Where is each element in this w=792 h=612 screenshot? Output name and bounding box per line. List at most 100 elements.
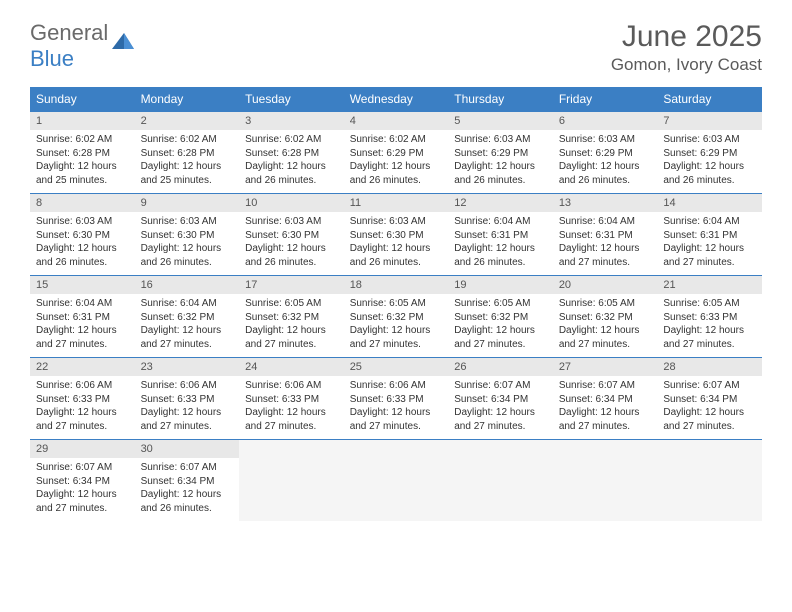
day-number: 21 xyxy=(657,276,762,294)
daylight-line: Daylight: 12 hours and 27 minutes. xyxy=(36,406,129,433)
day-cell: 20Sunrise: 6:05 AMSunset: 6:32 PMDayligh… xyxy=(553,275,658,357)
calendar-body: 1Sunrise: 6:02 AMSunset: 6:28 PMDaylight… xyxy=(30,111,762,521)
weekday-header: Saturday xyxy=(657,87,762,111)
sunset-line: Sunset: 6:28 PM xyxy=(245,147,338,161)
day-details: Sunrise: 6:04 AMSunset: 6:31 PMDaylight:… xyxy=(553,212,658,275)
day-number: 5 xyxy=(448,112,553,130)
calendar-cell: 26Sunrise: 6:07 AMSunset: 6:34 PMDayligh… xyxy=(448,357,553,439)
day-details: Sunrise: 6:03 AMSunset: 6:29 PMDaylight:… xyxy=(553,130,658,193)
calendar-cell: 27Sunrise: 6:07 AMSunset: 6:34 PMDayligh… xyxy=(553,357,658,439)
day-cell: 12Sunrise: 6:04 AMSunset: 6:31 PMDayligh… xyxy=(448,193,553,275)
calendar-week-row: 29Sunrise: 6:07 AMSunset: 6:34 PMDayligh… xyxy=(30,439,762,521)
daylight-line: Daylight: 12 hours and 25 minutes. xyxy=(36,160,129,187)
empty-day-number xyxy=(239,440,344,458)
calendar-cell: 9Sunrise: 6:03 AMSunset: 6:30 PMDaylight… xyxy=(135,193,240,275)
day-details: Sunrise: 6:07 AMSunset: 6:34 PMDaylight:… xyxy=(657,376,762,439)
day-cell: 13Sunrise: 6:04 AMSunset: 6:31 PMDayligh… xyxy=(553,193,658,275)
empty-cell xyxy=(448,439,553,521)
day-details: Sunrise: 6:04 AMSunset: 6:31 PMDaylight:… xyxy=(30,294,135,357)
daylight-line: Daylight: 12 hours and 26 minutes. xyxy=(350,160,443,187)
day-number: 8 xyxy=(30,194,135,212)
calendar-cell xyxy=(657,439,762,521)
day-number: 1 xyxy=(30,112,135,130)
daylight-line: Daylight: 12 hours and 27 minutes. xyxy=(559,242,652,269)
daylight-line: Daylight: 12 hours and 27 minutes. xyxy=(559,324,652,351)
sunrise-line: Sunrise: 6:03 AM xyxy=(454,133,547,147)
day-details: Sunrise: 6:05 AMSunset: 6:33 PMDaylight:… xyxy=(657,294,762,357)
calendar-cell xyxy=(344,439,449,521)
daylight-line: Daylight: 12 hours and 26 minutes. xyxy=(350,242,443,269)
sunset-line: Sunset: 6:30 PM xyxy=(141,229,234,243)
sunset-line: Sunset: 6:34 PM xyxy=(454,393,547,407)
calendar-cell xyxy=(448,439,553,521)
day-details: Sunrise: 6:06 AMSunset: 6:33 PMDaylight:… xyxy=(239,376,344,439)
day-number: 16 xyxy=(135,276,240,294)
day-details: Sunrise: 6:06 AMSunset: 6:33 PMDaylight:… xyxy=(135,376,240,439)
logo-word-general: General xyxy=(30,20,108,45)
empty-cell xyxy=(344,439,449,521)
sunset-line: Sunset: 6:30 PM xyxy=(36,229,129,243)
location-subtitle: Gomon, Ivory Coast xyxy=(611,55,762,75)
sunset-line: Sunset: 6:31 PM xyxy=(454,229,547,243)
sunrise-line: Sunrise: 6:04 AM xyxy=(141,297,234,311)
sunrise-line: Sunrise: 6:06 AM xyxy=(36,379,129,393)
day-details: Sunrise: 6:02 AMSunset: 6:28 PMDaylight:… xyxy=(239,130,344,193)
calendar-cell: 21Sunrise: 6:05 AMSunset: 6:33 PMDayligh… xyxy=(657,275,762,357)
sunset-line: Sunset: 6:32 PM xyxy=(559,311,652,325)
sunset-line: Sunset: 6:31 PM xyxy=(36,311,129,325)
daylight-line: Daylight: 12 hours and 27 minutes. xyxy=(350,406,443,433)
sunrise-line: Sunrise: 6:03 AM xyxy=(350,215,443,229)
sunset-line: Sunset: 6:29 PM xyxy=(663,147,756,161)
sunrise-line: Sunrise: 6:02 AM xyxy=(350,133,443,147)
calendar-cell: 13Sunrise: 6:04 AMSunset: 6:31 PMDayligh… xyxy=(553,193,658,275)
day-details: Sunrise: 6:03 AMSunset: 6:30 PMDaylight:… xyxy=(135,212,240,275)
sunrise-line: Sunrise: 6:07 AM xyxy=(141,461,234,475)
sunset-line: Sunset: 6:28 PM xyxy=(141,147,234,161)
daylight-line: Daylight: 12 hours and 27 minutes. xyxy=(454,406,547,433)
sunrise-line: Sunrise: 6:05 AM xyxy=(454,297,547,311)
day-details: Sunrise: 6:02 AMSunset: 6:28 PMDaylight:… xyxy=(30,130,135,193)
sunset-line: Sunset: 6:32 PM xyxy=(454,311,547,325)
day-details: Sunrise: 6:02 AMSunset: 6:28 PMDaylight:… xyxy=(135,130,240,193)
weekday-header: Wednesday xyxy=(344,87,449,111)
day-cell: 11Sunrise: 6:03 AMSunset: 6:30 PMDayligh… xyxy=(344,193,449,275)
day-cell: 5Sunrise: 6:03 AMSunset: 6:29 PMDaylight… xyxy=(448,111,553,193)
day-number: 23 xyxy=(135,358,240,376)
daylight-line: Daylight: 12 hours and 26 minutes. xyxy=(559,160,652,187)
day-cell: 14Sunrise: 6:04 AMSunset: 6:31 PMDayligh… xyxy=(657,193,762,275)
day-cell: 29Sunrise: 6:07 AMSunset: 6:34 PMDayligh… xyxy=(30,439,135,521)
day-number: 19 xyxy=(448,276,553,294)
day-number: 18 xyxy=(344,276,449,294)
page-header: General Blue June 2025 Gomon, Ivory Coas… xyxy=(30,20,762,75)
daylight-line: Daylight: 12 hours and 26 minutes. xyxy=(141,242,234,269)
day-number: 30 xyxy=(135,440,240,458)
day-cell: 6Sunrise: 6:03 AMSunset: 6:29 PMDaylight… xyxy=(553,111,658,193)
sunset-line: Sunset: 6:32 PM xyxy=(245,311,338,325)
calendar-cell: 1Sunrise: 6:02 AMSunset: 6:28 PMDaylight… xyxy=(30,111,135,193)
day-cell: 9Sunrise: 6:03 AMSunset: 6:30 PMDaylight… xyxy=(135,193,240,275)
weekday-header: Tuesday xyxy=(239,87,344,111)
day-number: 22 xyxy=(30,358,135,376)
calendar-cell: 3Sunrise: 6:02 AMSunset: 6:28 PMDaylight… xyxy=(239,111,344,193)
calendar-cell: 24Sunrise: 6:06 AMSunset: 6:33 PMDayligh… xyxy=(239,357,344,439)
sunrise-line: Sunrise: 6:02 AM xyxy=(245,133,338,147)
calendar-cell: 19Sunrise: 6:05 AMSunset: 6:32 PMDayligh… xyxy=(448,275,553,357)
calendar-cell: 14Sunrise: 6:04 AMSunset: 6:31 PMDayligh… xyxy=(657,193,762,275)
sunrise-line: Sunrise: 6:07 AM xyxy=(36,461,129,475)
weekday-header: Monday xyxy=(135,87,240,111)
calendar-cell: 10Sunrise: 6:03 AMSunset: 6:30 PMDayligh… xyxy=(239,193,344,275)
calendar-cell: 28Sunrise: 6:07 AMSunset: 6:34 PMDayligh… xyxy=(657,357,762,439)
sunrise-line: Sunrise: 6:07 AM xyxy=(559,379,652,393)
day-details: Sunrise: 6:05 AMSunset: 6:32 PMDaylight:… xyxy=(239,294,344,357)
daylight-line: Daylight: 12 hours and 27 minutes. xyxy=(663,406,756,433)
day-details: Sunrise: 6:05 AMSunset: 6:32 PMDaylight:… xyxy=(344,294,449,357)
daylight-line: Daylight: 12 hours and 27 minutes. xyxy=(559,406,652,433)
sunrise-line: Sunrise: 6:03 AM xyxy=(559,133,652,147)
sunset-line: Sunset: 6:34 PM xyxy=(36,475,129,489)
sunrise-line: Sunrise: 6:07 AM xyxy=(663,379,756,393)
sunrise-line: Sunrise: 6:04 AM xyxy=(454,215,547,229)
sunset-line: Sunset: 6:32 PM xyxy=(350,311,443,325)
sunrise-line: Sunrise: 6:07 AM xyxy=(454,379,547,393)
daylight-line: Daylight: 12 hours and 26 minutes. xyxy=(141,488,234,515)
empty-day-number xyxy=(657,440,762,458)
